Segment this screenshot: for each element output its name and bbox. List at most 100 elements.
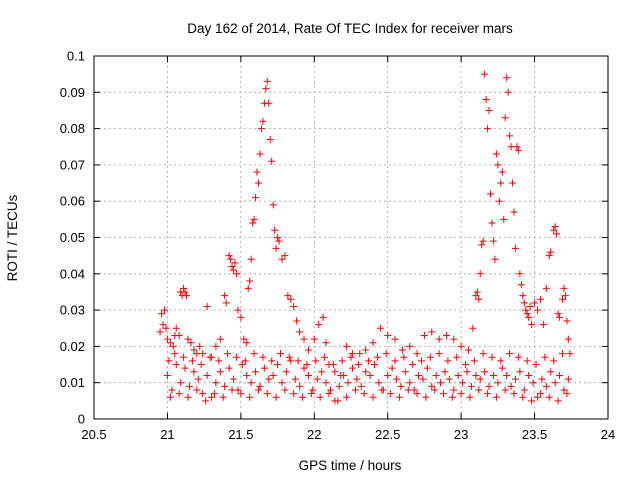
data-point	[375, 379, 383, 387]
data-point	[212, 379, 220, 387]
data-point	[206, 353, 214, 361]
data-point	[376, 324, 384, 332]
data-point	[256, 382, 264, 390]
data-point	[266, 135, 274, 143]
data-point	[410, 386, 418, 394]
data-point	[513, 143, 521, 151]
data-point	[269, 201, 277, 209]
data-point	[566, 350, 574, 358]
data-point	[419, 375, 427, 383]
data-point	[485, 382, 493, 390]
data-point	[488, 219, 496, 227]
data-point	[199, 390, 207, 398]
data-point	[526, 302, 534, 310]
data-point	[522, 306, 530, 314]
data-point	[185, 382, 193, 390]
data-point	[398, 346, 406, 354]
data-points	[156, 70, 574, 405]
data-point	[166, 339, 174, 347]
data-point	[428, 328, 436, 336]
axes: 20.5 21 21.5 22 22.5 23 23.5 24 0 0.01 0.02 0.03 0.0…	[60, 49, 616, 443]
data-point	[422, 393, 430, 401]
data-point	[542, 382, 550, 390]
data-point	[272, 393, 280, 401]
data-point	[463, 368, 471, 376]
data-point	[539, 321, 547, 329]
data-point	[348, 364, 356, 372]
data-point	[165, 357, 173, 365]
data-point	[319, 313, 327, 321]
data-point	[431, 386, 439, 394]
data-point	[293, 317, 301, 325]
data-point	[163, 335, 171, 343]
data-point	[534, 306, 542, 314]
data-point	[230, 375, 238, 383]
data-point	[534, 393, 542, 401]
data-point	[237, 390, 245, 398]
data-point	[318, 368, 326, 376]
y-tick-label: 0.02	[60, 339, 85, 354]
data-point	[269, 371, 277, 379]
data-point	[259, 353, 267, 361]
data-point	[334, 397, 342, 405]
data-point	[215, 357, 223, 365]
data-point	[479, 237, 487, 245]
x-tick-label: 20.5	[81, 427, 106, 442]
data-point	[409, 361, 417, 369]
data-point	[175, 390, 183, 398]
data-point	[254, 179, 262, 187]
plot-frame	[93, 55, 609, 420]
data-point	[488, 353, 496, 361]
data-point	[467, 382, 475, 390]
x-tick-label: 22	[307, 427, 321, 442]
data-point	[343, 393, 351, 401]
data-point	[500, 215, 508, 223]
data-point	[175, 332, 183, 340]
data-point	[180, 284, 188, 292]
data-point	[450, 335, 458, 343]
data-point	[516, 270, 524, 278]
data-point	[478, 241, 486, 249]
data-point	[162, 324, 170, 332]
y-tick-label: 0.1	[67, 49, 85, 64]
data-point	[501, 386, 509, 394]
data-point	[254, 386, 262, 394]
data-point	[445, 375, 453, 383]
data-point	[234, 386, 242, 394]
data-point	[523, 357, 531, 365]
data-point	[244, 284, 252, 292]
data-point	[216, 368, 224, 376]
data-point	[249, 219, 257, 227]
data-point	[479, 350, 487, 358]
data-point	[538, 375, 546, 383]
data-point	[494, 161, 502, 169]
data-point	[183, 292, 191, 300]
data-point	[210, 390, 218, 398]
data-point	[391, 335, 399, 343]
data-point	[321, 353, 329, 361]
data-point	[237, 313, 245, 321]
data-point	[510, 208, 518, 216]
data-point	[325, 390, 333, 398]
data-point	[216, 335, 224, 343]
data-point	[338, 357, 346, 365]
data-point	[240, 335, 248, 343]
data-point	[163, 371, 171, 379]
x-tick-label: 21.5	[228, 427, 253, 442]
data-point	[353, 375, 361, 383]
data-point	[489, 237, 497, 245]
data-point	[221, 382, 229, 390]
data-point	[454, 371, 462, 379]
data-point	[420, 332, 428, 340]
data-point	[498, 168, 506, 176]
data-point	[181, 364, 189, 372]
data-point	[246, 393, 254, 401]
data-point	[219, 393, 227, 401]
data-point	[401, 368, 409, 376]
data-point	[296, 382, 304, 390]
data-point	[501, 114, 509, 122]
data-point	[485, 106, 493, 114]
data-point	[277, 350, 285, 358]
data-point	[193, 350, 201, 358]
data-point	[274, 234, 282, 241]
